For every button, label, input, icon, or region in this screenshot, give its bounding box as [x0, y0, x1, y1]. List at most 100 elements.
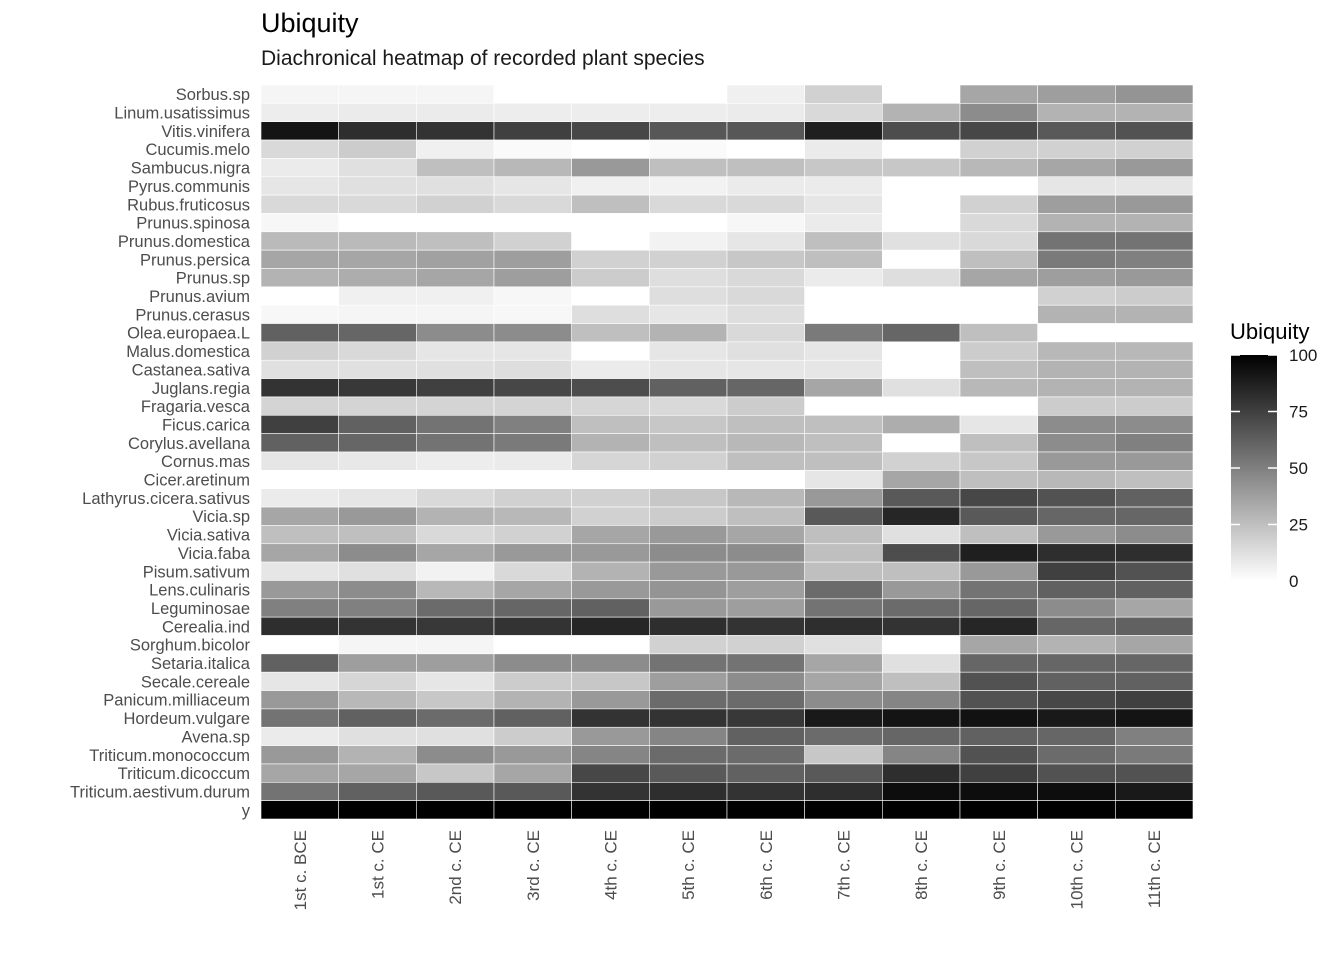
heatmap-cell: [804, 616, 883, 636]
heatmap-cell: [338, 525, 417, 545]
heatmap-cell: [649, 286, 728, 306]
heatmap-cell: [649, 506, 728, 526]
heatmap-cell: [649, 635, 728, 655]
y-tick-label: Triticum.dicoccum: [118, 765, 250, 783]
heatmap-cell: [260, 213, 339, 233]
heatmap-cell: [338, 304, 417, 324]
heatmap-cell: [260, 231, 339, 251]
heatmap-cell: [882, 176, 961, 196]
heatmap-cell: [338, 249, 417, 269]
heatmap-cell: [1037, 414, 1116, 434]
heatmap-cell: [1037, 708, 1116, 728]
heatmap-cell: [726, 304, 805, 324]
heatmap-cell: [493, 580, 572, 600]
heatmap-cell: [493, 506, 572, 526]
heatmap-cell: [1037, 231, 1116, 251]
y-tick-label: Pisum.sativum: [143, 563, 250, 581]
heatmap-cell: [649, 304, 728, 324]
heatmap-cell: [416, 304, 495, 324]
heatmap-cell: [804, 231, 883, 251]
heatmap-cell: [882, 763, 961, 783]
heatmap-cell: [416, 158, 495, 178]
heatmap-cell: [1115, 745, 1194, 765]
heatmap-cell: [882, 194, 961, 214]
heatmap-cell: [338, 653, 417, 673]
heatmap-cell: [260, 763, 339, 783]
heatmap-cell: [959, 341, 1038, 361]
heatmap-cell: [1115, 488, 1194, 508]
heatmap-cell: [882, 800, 961, 820]
heatmap-cell: [338, 103, 417, 122]
heatmap-cell: [1115, 543, 1194, 563]
heatmap-cell: [493, 341, 572, 361]
heatmap-cell: [804, 451, 883, 471]
heatmap-cell: [338, 359, 417, 379]
heatmap-cell: [338, 745, 417, 765]
heatmap-cell: [260, 286, 339, 306]
heatmap-cell: [1115, 580, 1194, 600]
y-tick-label: Malus.domestica: [126, 343, 251, 361]
heatmap-cell: [416, 139, 495, 159]
y-tick-label: Sorbus.sp: [176, 86, 250, 104]
y-tick-label: Linum.usatissimus: [114, 105, 250, 123]
heatmap-cell: [959, 414, 1038, 434]
heatmap-cell: [260, 304, 339, 324]
heatmap-cell: [804, 194, 883, 214]
heatmap-cell: [804, 745, 883, 765]
heatmap-cell: [1037, 396, 1116, 416]
y-tick-label: Setaria.italica: [151, 655, 251, 673]
y-tick-label: Vicia.sativa: [167, 527, 251, 545]
heatmap-cell: [804, 506, 883, 526]
heatmap-cell: [1037, 158, 1116, 178]
heatmap-cell: [649, 745, 728, 765]
heatmap-cell: [338, 231, 417, 251]
heatmap-cell: [882, 745, 961, 765]
heatmap-cell: [804, 176, 883, 196]
heatmap-cell: [260, 616, 339, 636]
heatmap-cell: [649, 84, 728, 104]
heatmap-cell: [882, 378, 961, 398]
heatmap-cell: [726, 158, 805, 178]
heatmap-cell: [959, 268, 1038, 288]
heatmap-cell: [804, 488, 883, 508]
heatmap-cell: [493, 708, 572, 728]
heatmap-cell: [649, 139, 728, 159]
heatmap-cell: [493, 543, 572, 563]
heatmap-cell: [726, 470, 805, 490]
heatmap-cell: [726, 176, 805, 196]
heatmap-cell: [571, 763, 650, 783]
heatmap-cell: [571, 213, 650, 233]
heatmap-cell: [649, 726, 728, 746]
heatmap-cell: [1037, 781, 1116, 801]
heatmap-cell: [260, 268, 339, 288]
heatmap-cell: [416, 690, 495, 710]
heatmap-cell: [416, 580, 495, 600]
heatmap-cell: [959, 121, 1038, 141]
y-tick-label: Sorghum.bicolor: [130, 637, 251, 655]
heatmap-cell: [571, 396, 650, 416]
heatmap-cell: [804, 359, 883, 379]
heatmap-cell: [959, 708, 1038, 728]
heatmap-cell: [416, 341, 495, 361]
heatmap-cell: [649, 671, 728, 691]
legend-title: Ubiquity: [1230, 319, 1309, 344]
heatmap-cell: [726, 671, 805, 691]
heatmap-cell: [1037, 488, 1116, 508]
heatmap-cell: [726, 745, 805, 765]
heatmap-cell: [1115, 176, 1194, 196]
x-tick-label: 5th c. CE: [679, 830, 698, 900]
heatmap-cell: [493, 800, 572, 820]
heatmap-cell: [1115, 470, 1194, 490]
heatmap-cell: [493, 745, 572, 765]
heatmap-cell: [804, 121, 883, 141]
heatmap-cell: [1115, 561, 1194, 581]
heatmap-cell: [804, 580, 883, 600]
y-tick-label: Prunus.domestica: [118, 233, 251, 251]
heatmap-cell: [804, 304, 883, 324]
heatmap-cell: [649, 359, 728, 379]
heatmap-cell: [338, 323, 417, 343]
heatmap-cell: [571, 451, 650, 471]
heatmap-cell: [1115, 249, 1194, 269]
heatmap-cell: [1037, 249, 1116, 269]
heatmap-cell: [260, 176, 339, 196]
